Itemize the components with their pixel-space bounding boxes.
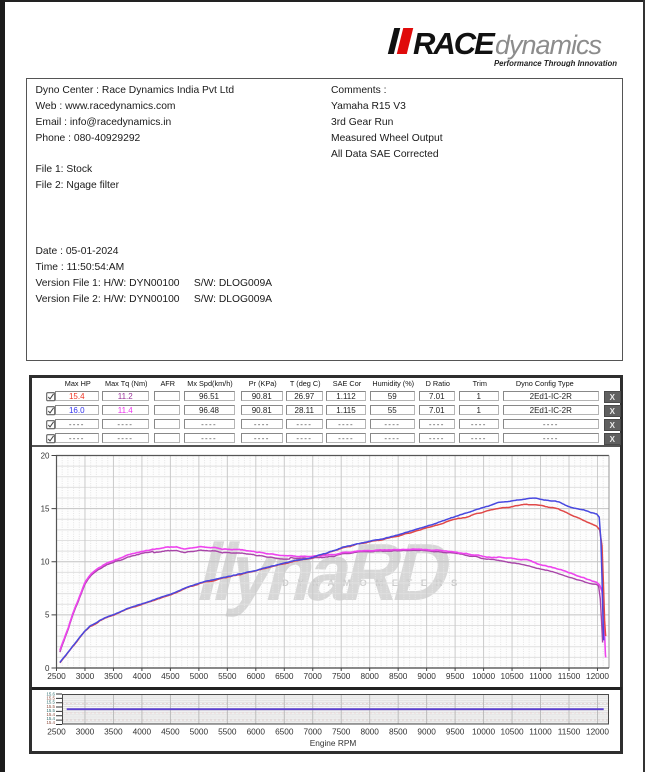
svg-text:9500: 9500 [446, 671, 465, 681]
svg-text:3500: 3500 [104, 671, 123, 681]
svg-text:10500: 10500 [501, 727, 524, 737]
svg-text:0: 0 [45, 664, 50, 673]
svg-text:2500: 2500 [47, 727, 66, 737]
svg-text:7500: 7500 [332, 671, 351, 681]
svg-text:5500: 5500 [218, 727, 237, 737]
svg-text:8000: 8000 [360, 727, 379, 737]
svg-text:10: 10 [41, 558, 50, 567]
svg-text:10500: 10500 [501, 671, 524, 681]
svg-text:6000: 6000 [247, 671, 266, 681]
svg-text:dynamics: dynamics [495, 30, 602, 60]
svg-text:Performance Through Innovation: Performance Through Innovation [494, 59, 617, 67]
svg-text:5: 5 [45, 611, 50, 620]
svg-text:5000: 5000 [190, 671, 209, 681]
svg-text:9000: 9000 [417, 727, 436, 737]
svg-text:8500: 8500 [389, 727, 408, 737]
svg-text:11500: 11500 [558, 727, 581, 737]
svg-text:2500: 2500 [47, 671, 66, 681]
svg-text:6000: 6000 [247, 727, 266, 737]
svg-text:3500: 3500 [104, 727, 123, 737]
svg-text:15.4: 15.4 [46, 716, 55, 721]
svg-text:7500: 7500 [332, 727, 351, 737]
svg-text:Engine RPM: Engine RPM [310, 738, 357, 748]
svg-text:9500: 9500 [446, 727, 465, 737]
svg-text:6500: 6500 [275, 671, 294, 681]
svg-text:8500: 8500 [389, 671, 408, 681]
svg-text:15.5: 15.5 [46, 704, 55, 709]
svg-text:10000: 10000 [472, 727, 495, 737]
svg-text:12000: 12000 [586, 727, 609, 737]
svg-text:8000: 8000 [360, 671, 379, 681]
svg-text:15.4: 15.4 [46, 712, 55, 717]
svg-text:3000: 3000 [76, 671, 95, 681]
svg-text:4000: 4000 [133, 727, 152, 737]
svg-text:11500: 11500 [558, 671, 581, 681]
svg-text:3000: 3000 [76, 727, 95, 737]
svg-text:15.4: 15.4 [46, 720, 55, 725]
svg-text:20: 20 [41, 451, 50, 460]
svg-text:12000: 12000 [586, 671, 609, 681]
svg-text:7000: 7000 [303, 671, 322, 681]
svg-text:7000: 7000 [303, 727, 322, 737]
svg-text:5500: 5500 [218, 671, 237, 681]
svg-text:4000: 4000 [133, 671, 152, 681]
svg-text:15.5: 15.5 [46, 696, 55, 701]
svg-text:4500: 4500 [161, 727, 180, 737]
svg-text:15.6: 15.6 [46, 692, 55, 697]
svg-text:15.5: 15.5 [46, 700, 55, 705]
svg-text:RACE: RACE [413, 26, 496, 61]
svg-text:15: 15 [41, 504, 50, 513]
svg-text:15.5: 15.5 [46, 708, 55, 713]
svg-text:9000: 9000 [417, 671, 436, 681]
svg-text:5000: 5000 [190, 727, 209, 737]
svg-text:11000: 11000 [529, 671, 552, 681]
svg-text:10000: 10000 [472, 671, 495, 681]
svg-text:4500: 4500 [161, 671, 180, 681]
svg-text:11000: 11000 [529, 727, 552, 737]
svg-text:6500: 6500 [275, 727, 294, 737]
